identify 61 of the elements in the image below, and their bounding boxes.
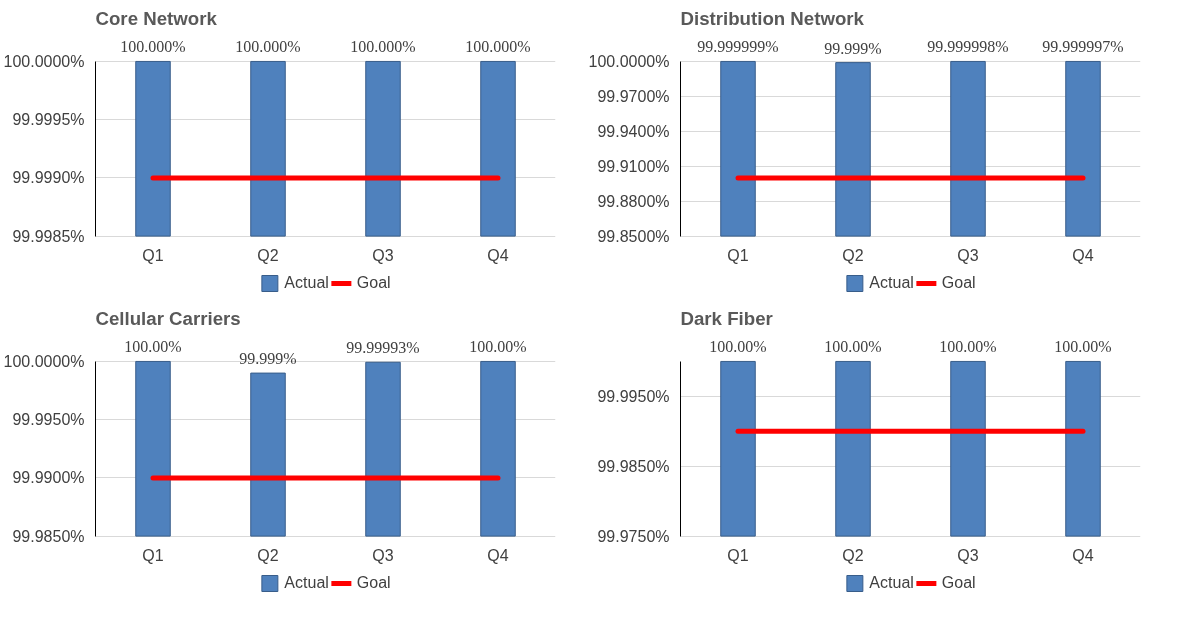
y-tick-label: 99.9985% [12, 227, 85, 245]
legend-label: Goal [356, 574, 391, 592]
legend-label: Goal [941, 574, 976, 592]
x-tick-label: Q4 [1072, 247, 1094, 265]
y-tick-label: 99.8500% [597, 227, 670, 245]
y-tick-label: 99.9850% [597, 457, 670, 475]
data-label: 100.00% [469, 338, 527, 356]
data-label: 99.999% [239, 350, 297, 368]
data-label: 99.99993% [346, 339, 420, 357]
legend-label: Actual [284, 574, 329, 592]
y-tick-label: 99.9850% [12, 527, 85, 545]
x-tick-label: Q3 [957, 547, 979, 565]
x-tick-label: Q2 [257, 547, 279, 565]
data-label: 100.000% [465, 38, 531, 56]
x-tick-label: Q3 [372, 247, 394, 265]
data-label: 100.00% [1054, 338, 1112, 356]
y-tick-label: 99.9750% [597, 527, 670, 545]
legend-label: Goal [941, 274, 976, 292]
y-tick-label: 99.9900% [12, 469, 85, 487]
x-tick-label: Q2 [842, 247, 864, 265]
y-tick-label: 99.9950% [12, 411, 85, 429]
legend-label: Actual [284, 274, 329, 292]
x-tick-label: Q1 [727, 247, 749, 265]
y-tick-label: 99.9990% [12, 169, 85, 187]
data-label: 100.000% [120, 38, 186, 56]
x-tick-label: Q4 [1072, 547, 1094, 565]
legend-label: Actual [869, 274, 914, 292]
y-tick-label: 99.9400% [597, 122, 670, 140]
y-tick-label: 99.9950% [597, 387, 670, 405]
x-tick-label: Q1 [142, 247, 164, 265]
data-label: 100.00% [939, 338, 997, 356]
x-tick-label: Q2 [257, 247, 279, 265]
x-tick-label: Q4 [487, 547, 509, 565]
data-label: 99.999% [824, 39, 882, 57]
data-label: 100.00% [124, 338, 182, 356]
y-tick-label: 99.9100% [597, 157, 670, 175]
y-tick-label: 99.9995% [12, 111, 85, 129]
y-tick-label: 100.0000% [588, 52, 670, 70]
legend-label: Actual [869, 574, 914, 592]
y-tick-label: 99.8800% [597, 192, 670, 210]
chart-title: Dark Fiber [680, 307, 773, 329]
legend-label: Goal [356, 274, 391, 292]
x-tick-label: Q4 [487, 247, 509, 265]
data-label: 100.000% [235, 38, 301, 56]
data-label: 99.999997% [1042, 38, 1124, 56]
x-tick-label: Q1 [727, 547, 749, 565]
y-tick-label: 99.9700% [597, 87, 670, 105]
x-tick-label: Q2 [842, 547, 864, 565]
data-label: 100.00% [824, 338, 882, 356]
data-label: 99.999999% [697, 38, 779, 56]
data-label: 99.999998% [927, 38, 1009, 56]
chart-title: Distribution Network [680, 7, 865, 29]
x-tick-label: Q3 [957, 247, 979, 265]
y-tick-label: 100.0000% [3, 352, 85, 370]
data-label: 100.000% [350, 38, 416, 56]
x-tick-label: Q3 [372, 547, 394, 565]
chart-title: Core Network [95, 7, 218, 29]
data-label: 100.00% [709, 338, 767, 356]
y-tick-label: 100.0000% [3, 52, 85, 70]
chart-title: Cellular Carriers [95, 307, 241, 329]
x-tick-label: Q1 [142, 547, 164, 565]
